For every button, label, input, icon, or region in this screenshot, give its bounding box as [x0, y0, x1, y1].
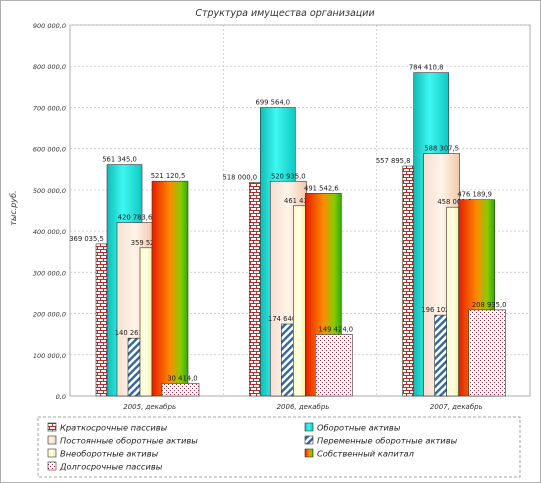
bar-7-2 [315, 334, 353, 397]
chart-title: Структура имущества организации [195, 8, 374, 19]
legend-box [37, 416, 521, 478]
legend-swatch [47, 422, 57, 432]
y-tick-label: 800 000,0 [33, 63, 66, 71]
data-label: 491 542,6 [304, 184, 339, 192]
legend-swatch [304, 448, 314, 458]
data-label: 461 431,0 [284, 197, 319, 205]
data-label: 140 261,3 [115, 329, 150, 337]
legend-swatch [47, 435, 57, 445]
legend-swatch [304, 435, 314, 445]
bar-1-2 [249, 182, 261, 397]
data-label: 174 646,0 [268, 315, 303, 323]
bar-5-2 [293, 205, 306, 397]
y-tick-label: 700 000,0 [33, 104, 66, 112]
data-label: 699 564,0 [256, 99, 291, 107]
data-label: 30 414,0 [167, 374, 197, 382]
bar-7-3 [468, 309, 506, 397]
data-label: 359 523,0 [131, 239, 166, 247]
x-tick-label: 2007, декабрь [430, 403, 483, 411]
bar-5-3 [446, 206, 459, 397]
bar-5-1 [139, 247, 153, 397]
y-tick-label: 300 000,0 [33, 269, 66, 277]
data-label: 208 935,0 [472, 301, 507, 309]
data-label: 518 000,0 [223, 173, 258, 181]
bar-7-1 [161, 383, 200, 397]
legend-swatch [304, 422, 314, 432]
data-label: 149 424,0 [319, 325, 354, 333]
bar-4-2 [281, 323, 294, 397]
bar-1-1 [95, 243, 108, 397]
legend-entry: Собственный капитал [317, 449, 415, 459]
legend-swatch [47, 461, 57, 471]
bar-4-3 [434, 314, 447, 397]
data-label: 521 120,5 [151, 172, 186, 180]
legend-entry: Краткосрочные пассивы [60, 423, 168, 433]
legend-entry: Оборотные активы [317, 423, 401, 433]
data-label: 476 189,9 [457, 191, 492, 199]
legend-entry: Внеоборотные активы [60, 449, 159, 459]
y-tick-label: 600 000,0 [33, 146, 66, 154]
x-tick-label: 2006, декабрь [277, 403, 330, 411]
legend-entry: Долгосрочные пассивы [59, 462, 163, 472]
bar-6-1 [151, 180, 189, 397]
data-label: 557 895,8 [376, 157, 411, 165]
x-tick-label: 2005, декабрь [123, 403, 176, 411]
data-label: 196 102,0 [421, 306, 456, 314]
data-label: 369 035,5 [69, 235, 104, 243]
y-tick-label: 400 000,0 [33, 228, 66, 236]
y-tick-label: 900 000,0 [33, 22, 66, 30]
data-label: 561 345,0 [102, 156, 137, 164]
plot-area: 0,0 100 000,0 200 000,0 300 000,0 400 000,0 5… [33, 22, 531, 411]
legend-entry: Переменные оборотные активы [317, 436, 458, 446]
bar-4-1 [127, 337, 141, 397]
data-label: 784 410,8 [409, 64, 444, 72]
data-label: 520 935,0 [271, 172, 306, 180]
y-tick-label: 100 000,0 [33, 352, 66, 360]
data-label: 420 783,6 [118, 214, 153, 222]
y-tick-label: 200 000,0 [33, 311, 66, 319]
y-axis-label: тыс.руб. [9, 190, 18, 225]
legend-swatch [47, 448, 57, 458]
bar-1-3 [402, 165, 414, 397]
legend-entry: Постоянные оборотные активы [60, 436, 198, 446]
y-tick-label: 0,0 [56, 393, 66, 401]
legend: Краткосрочные пассивы Оборотные активы Пос… [37, 416, 521, 478]
y-tick-label: 500 000,0 [33, 187, 66, 195]
data-label: 458 000,0 [437, 198, 472, 206]
data-label: 588 307,5 [424, 144, 459, 152]
